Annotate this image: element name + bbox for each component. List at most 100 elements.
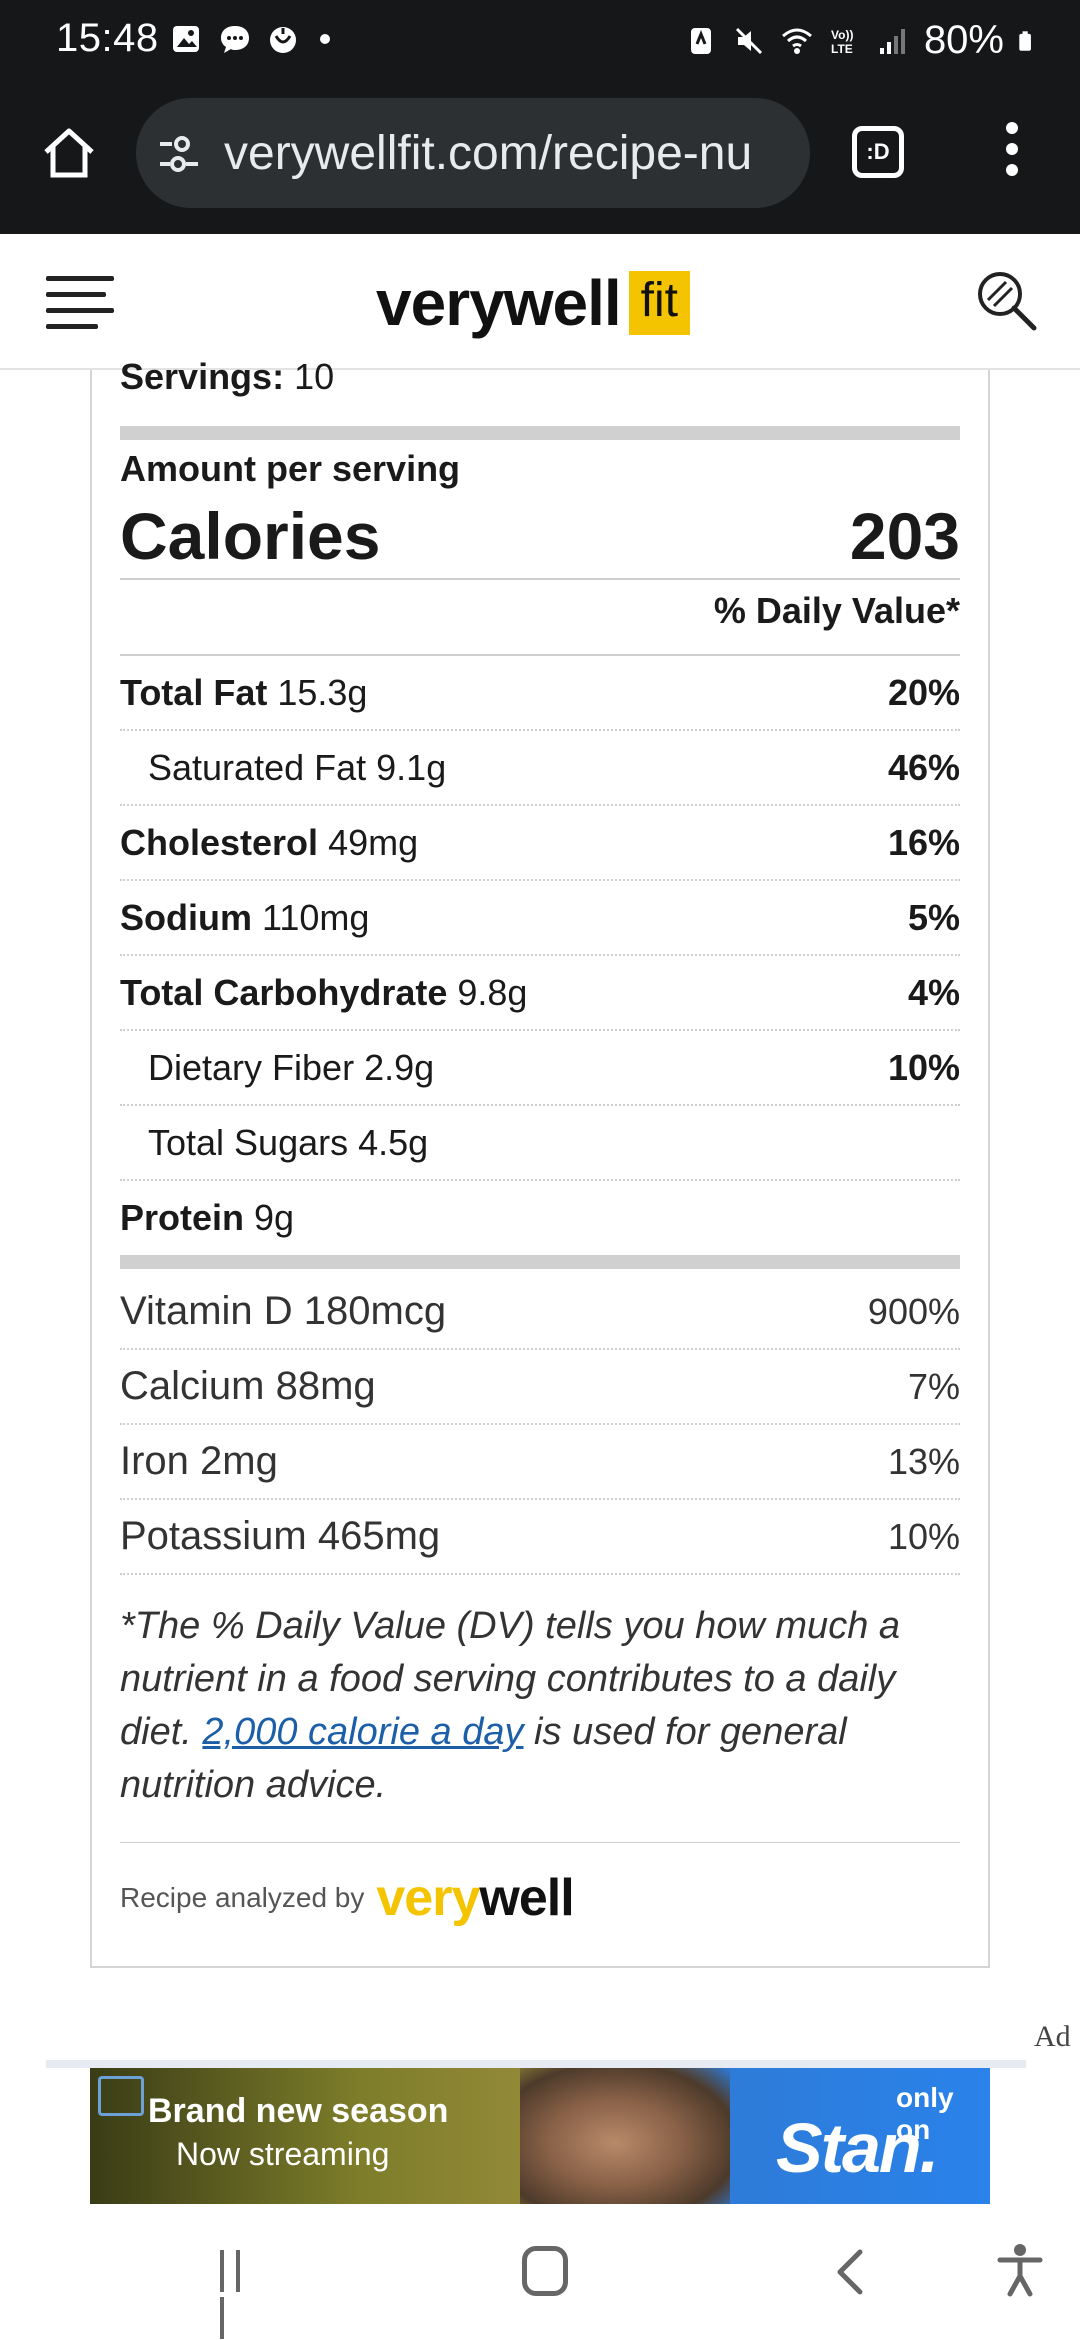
nutrient-amount: 110mg [262, 897, 370, 938]
home-button-icon[interactable] [522, 2246, 568, 2296]
nutrient-name: Total Fat [120, 672, 268, 713]
ad-headline: Brand new season [148, 2092, 449, 2130]
calories-value: 203 [849, 499, 960, 573]
nutrient-name: Protein [120, 1197, 245, 1238]
accessibility-icon[interactable] [994, 2242, 1046, 2298]
nutrient-dv: 46% [887, 747, 960, 788]
nutrient-amount: 9.1g [376, 747, 447, 788]
site-settings-icon[interactable] [156, 132, 202, 176]
chat-bubble-icon [221, 26, 249, 53]
divider [120, 578, 960, 580]
divider-thick [120, 1255, 960, 1269]
wifi-icon [781, 28, 812, 54]
servings: Servings: 10 [120, 356, 334, 398]
vitamin-dv: 13% [887, 1441, 960, 1482]
status-bar: 15:48 Vo)) LTE 80% [0, 0, 1080, 82]
nutrient-dv: 4% [907, 972, 960, 1013]
svg-text:Vo)): Vo)) [831, 28, 853, 42]
status-time: 15:48 [56, 16, 159, 60]
ad-subline: Now streaming [176, 2136, 390, 2172]
nutrient-row-saturated-fat: Saturated Fat 9.1g 46% [120, 731, 960, 806]
vitamin-row-iron: Iron 2mg 13% [120, 1425, 960, 1500]
recipe-analyzed-by: Recipe analyzed by verywell [120, 1868, 575, 1928]
home-icon[interactable] [38, 122, 100, 184]
battery-percent: 80% [923, 18, 1004, 62]
logo-badge: fit [628, 271, 690, 335]
vitamin-label: Calcium 88mg [120, 1364, 376, 1408]
svg-text:LTE: LTE [831, 42, 853, 56]
search-icon[interactable] [972, 266, 1042, 336]
nutrient-row-total-fat: Total Fat 15.3g 20% [120, 656, 960, 731]
vitamin-dv: 900% [867, 1291, 960, 1332]
nutrient-name: Cholesterol [120, 822, 319, 863]
nutrition-card [90, 370, 990, 1968]
site-header: verywell fit [0, 234, 1080, 370]
nutrient-name: Total Sugars [148, 1122, 349, 1163]
nutrient-amount: 4.5g [358, 1122, 429, 1163]
signal-icon [879, 28, 905, 54]
back-icon[interactable] [830, 2246, 870, 2298]
calories-label: Calories [120, 499, 381, 573]
servings-label: Servings: [120, 356, 285, 397]
nutrient-name: Total Carbohydrate [120, 972, 448, 1013]
tabs-button[interactable]: :D [852, 126, 904, 178]
vitamin-label: Vitamin D 180mcg [120, 1289, 447, 1333]
ad-divider [46, 2060, 1026, 2068]
status-right-icons: Vo)) LTE 80% [684, 18, 1040, 63]
vitamin-row-calcium: Calcium 88mg 7% [120, 1350, 960, 1425]
vitamin-label: Iron 2mg [120, 1439, 278, 1483]
vitamin-row-vitamin-d: Vitamin D 180mcg 900% [120, 1275, 960, 1350]
nutrient-label: Total Sugars 4.5g [148, 1122, 428, 1164]
ad-choices-icon[interactable] [98, 2076, 144, 2116]
calories-row: Calories 203 [120, 494, 960, 578]
nutrient-dv: 10% [887, 1047, 960, 1088]
site-logo[interactable]: verywell fit [376, 266, 690, 340]
gallery-icon [173, 26, 199, 52]
address-bar[interactable]: verywellfit.com/recipe-nu [136, 98, 810, 208]
calorie-link[interactable]: 2,000 calorie a day [202, 1711, 524, 1753]
ad-label: Ad [1034, 2020, 1071, 2053]
ad-brand: Stan. [776, 2109, 939, 2187]
battery-icon [1019, 30, 1031, 51]
status-left-icons [170, 22, 330, 56]
nutrient-row-dietary-fiber: Dietary Fiber 2.9g 10% [120, 1031, 960, 1106]
mute-icon [735, 27, 762, 54]
nutrient-name: Saturated Fat [148, 747, 367, 788]
nutrient-amount: 49mg [328, 822, 419, 863]
url-text[interactable]: verywellfit.com/recipe-nu [224, 127, 753, 180]
nutrient-row-cholesterol: Cholesterol 49mg 16% [120, 806, 960, 881]
nutrient-row-protein: Protein 9g [120, 1181, 960, 1256]
nutrient-amount: 9g [254, 1197, 295, 1238]
daily-value-header: % Daily Value* [713, 590, 960, 631]
ad-banner[interactable]: Brand new season Now streaming only on S… [90, 2068, 990, 2204]
amount-per-serving: Amount per serving [120, 448, 461, 489]
ad-image [520, 2068, 730, 2204]
overflow-menu-icon[interactable] [998, 122, 1026, 184]
system-nav-bar [0, 2204, 1080, 2340]
nfc-icon [690, 27, 711, 54]
divider [120, 1842, 960, 1843]
notification-dot [320, 34, 330, 44]
footnote-text-end: is used for general nutrition advice. [120, 1711, 847, 1806]
nutrient-dv: 16% [887, 822, 960, 863]
nutrient-label: Saturated Fat 9.1g [148, 747, 446, 789]
nutrient-name: Dietary Fiber [148, 1047, 355, 1088]
daily-value-footnote: *The % Daily Value (DV) tells you how mu… [120, 1600, 960, 1812]
vitamin-row-potassium: Potassium 465mg 10% [120, 1500, 960, 1575]
vitamin-dv: 10% [887, 1516, 960, 1557]
nutrient-label: Total Carbohydrate 9.8g [120, 972, 527, 1014]
ad-only-on: only on [896, 2082, 954, 2145]
hamburger-menu-icon[interactable] [46, 276, 114, 330]
recent-apps-icon[interactable] [220, 2250, 266, 2339]
browser-toolbar: verywellfit.com/recipe-nu :D [0, 82, 1080, 234]
nutrient-label: Sodium 110mg [120, 897, 369, 939]
woolworths-icon [270, 27, 296, 53]
vitamin-label: Potassium 465mg [120, 1514, 441, 1558]
nutrient-label: Dietary Fiber 2.9g [148, 1047, 434, 1089]
footnote-text: *The % Daily Value (DV) tells you how mu… [120, 1605, 901, 1753]
nutrient-amount: 2.9g [364, 1047, 435, 1088]
nutrient-row-total-carbohydrate: Total Carbohydrate 9.8g 4% [120, 956, 960, 1031]
nutrient-label: Total Fat 15.3g [120, 672, 367, 714]
nutrient-label: Cholesterol 49mg [120, 822, 418, 864]
nutrient-name: Sodium [120, 897, 252, 938]
